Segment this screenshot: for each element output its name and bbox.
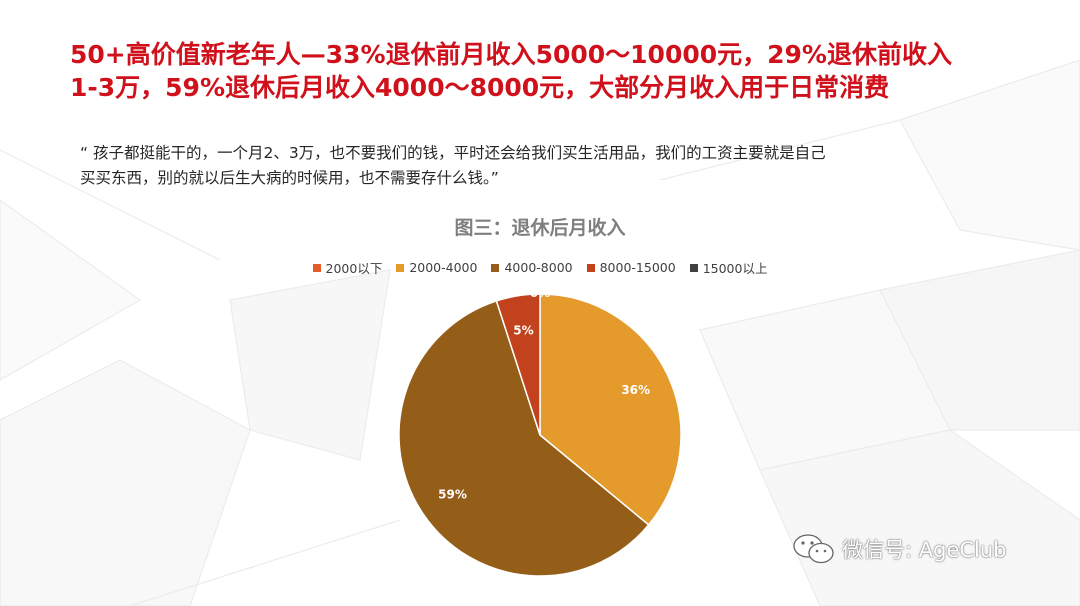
headline-line-2: 1-3万，59%退休后月收入4000～8000元，大部分月收入用于日常消费	[70, 73, 890, 102]
headline-line-1: 50+高价值新老年人—33%退休前月收入5000～10000元，29%退休前收入	[70, 40, 952, 69]
legend-label: 8000-15000	[599, 260, 676, 275]
quote-line-2: 买买东西，别的就以后生大病的时候用，也不需要存什么钱。”	[80, 169, 499, 187]
legend-item: 15000以上	[689, 258, 768, 277]
legend-label: 2000-4000	[409, 260, 478, 275]
legend-label: 15000以上	[702, 261, 768, 276]
legend-swatch	[312, 263, 321, 272]
wechat-icon	[793, 534, 834, 564]
legend-item: 8000-15000	[586, 258, 676, 277]
page-headline: 50+高价值新老年人—33%退休前月收入5000～10000元，29%退休前收入…	[70, 38, 1030, 104]
slice-data-label: 36%	[621, 383, 650, 397]
legend-label: 2000以下	[325, 261, 383, 276]
chart-title: 图三：退休后月收入	[454, 217, 626, 239]
legend-label: 4000-8000	[504, 260, 573, 275]
slice-data-label: 5%	[513, 324, 533, 338]
slice-data-label: 0%	[530, 286, 550, 300]
wechat-watermark: 微信号: AgeClub	[792, 532, 1007, 566]
legend-swatch	[396, 263, 405, 272]
watermark-text: 微信号: AgeClub	[842, 538, 1007, 562]
pie-slice	[539, 293, 682, 526]
slice-data-label: 59%	[438, 487, 467, 501]
legend-item: 2000-4000	[396, 258, 477, 277]
chart-legend: 2000以下 2000-4000 4000-8000 8000-15000 15000以…	[0, 258, 1080, 277]
legend-item: 4000-8000	[491, 258, 573, 277]
legend-swatch	[689, 263, 698, 272]
quote-line-1: “ 孩子都挺能干的，一个月2、3万，也不要我们的钱，平时还会给我们买生活用品，我…	[80, 144, 826, 162]
interview-quote: “ 孩子都挺能干的，一个月2、3万，也不要我们的钱，平时还会给我们买生活用品，我…	[80, 141, 980, 191]
legend-swatch	[586, 263, 595, 272]
pie-slice	[495, 293, 541, 436]
legend-swatch	[491, 263, 500, 272]
legend-item: 2000以下	[312, 258, 383, 277]
pie-slice	[398, 299, 650, 577]
